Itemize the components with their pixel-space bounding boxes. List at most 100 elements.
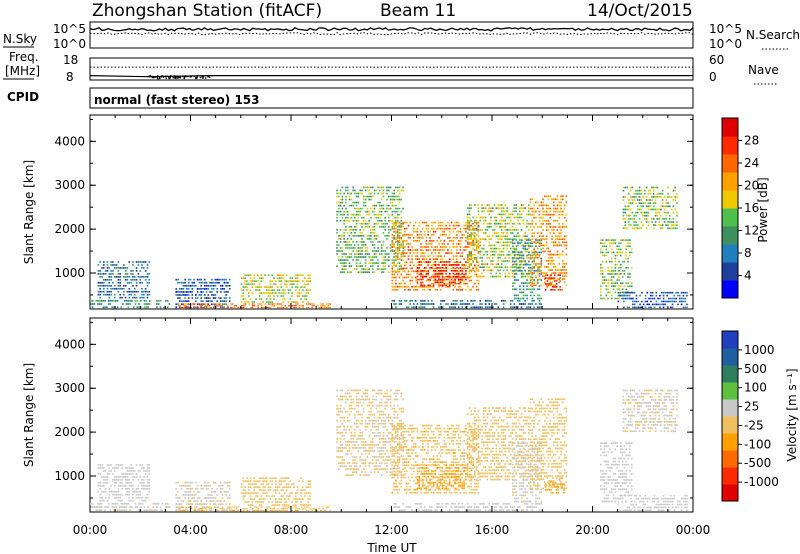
power-data-cell [345,195,347,198]
power-data-cell [540,270,543,272]
power-data-cell [363,195,365,198]
velocity-data-cell [211,509,213,512]
power-data-cell [518,238,521,241]
power-data-cell [529,226,532,228]
velocity-data-cell [246,501,248,503]
power-data-cell [364,210,367,213]
power-data-cell [425,243,428,245]
velocity-data-cell [93,506,96,508]
power-data-cell [629,251,631,254]
power-data-cell [296,286,299,288]
power-data-cell [436,267,438,269]
power-data-cell [520,229,523,231]
velocity-data-cell [278,480,281,482]
power-data-cell [536,251,539,254]
power-data-cell [551,256,553,259]
power-data-cell [366,195,369,198]
power-data-cell [538,242,541,245]
velocity-data-cell [256,495,259,497]
velocity-data-cell [228,506,231,508]
velocity-data-cell [101,476,103,478]
velocity-data-cell [104,490,107,493]
power-data-cell [361,241,363,243]
power-data-cell [635,192,637,195]
power-data-cell [271,274,274,276]
power-data-cell [380,250,383,252]
power-data-cell [461,306,464,309]
freq-dot [152,76,155,78]
power-data-cell [327,303,330,305]
freq-dot [175,77,177,80]
power-data-cell [121,296,123,299]
power-data-cell [540,226,543,228]
velocity-data-cell [282,504,284,506]
power-data-cell [420,255,422,257]
power-data-cell [273,292,275,294]
velocity-data-cell [124,467,127,469]
nsky-tick-high: 10^5 [53,22,86,36]
power-data-cell [436,272,438,275]
power-data-cell [538,210,541,213]
power-data-cell [466,243,469,245]
power-data-cell [483,275,485,278]
power-data-cell [373,250,376,252]
velocity-data-cell [339,410,342,413]
power-data-cell [400,222,403,225]
power-data-cell [445,275,447,278]
power-data-cell [339,213,342,216]
power-data-cell [115,299,117,302]
power-data-cell [427,279,430,282]
power-data-cell [558,269,561,271]
power-data-cell [536,269,539,271]
power-data-cell [563,272,566,274]
power-data-cell [363,256,365,258]
power-data-cell [531,245,534,248]
power-data-cell [432,303,435,305]
power-data-cell [515,253,517,256]
velocity-data-cell [97,467,100,469]
velocity-data-cell [175,494,178,496]
velocity-data-cell [110,470,112,472]
velocity-data-cell [291,483,293,485]
power-data-cell [554,272,557,274]
power-data-cell [457,279,460,282]
power-data-cell [527,257,530,259]
power-data-cell [557,288,560,291]
velocity-data-cell [128,470,131,472]
power-data-cell [504,266,507,269]
velocity-data-cell [98,509,101,512]
velocity-data-cell [121,493,123,496]
power-data-cell [457,224,460,227]
power-data-cell [380,207,383,210]
power-data-cell [405,267,408,270]
power-data-cell [558,256,561,259]
power-data-cell [99,290,101,293]
power-data-cell [631,196,634,198]
power-data-cell [249,274,252,276]
power-data-cell [531,232,534,234]
velocity-data-cell [132,496,134,499]
power-data-cell [536,256,539,259]
velocity-data-cell [175,497,178,499]
power-data-cell [481,207,483,210]
power-data-cell [558,281,561,284]
power-data-cell [436,258,438,261]
velocity-data-cell [209,509,211,512]
power-data-cell [528,260,530,263]
power-data-cell [651,297,654,300]
power-data-cell [246,280,248,282]
velocity-data-cell [200,500,202,502]
power-data-cell [513,260,516,263]
power-data-cell [513,248,516,251]
power-data-cell [422,285,424,288]
power-data-cell [466,255,469,257]
power-data-cell [656,186,659,189]
power-data-cell [676,202,678,205]
velocity-data-cell [336,438,338,440]
power-data-cell [371,250,374,252]
velocity-data-cell [264,489,266,491]
freq-dot [169,76,172,79]
power-data-cell [341,253,344,255]
power-data-cell [443,299,446,302]
power-data-cell [531,223,534,225]
